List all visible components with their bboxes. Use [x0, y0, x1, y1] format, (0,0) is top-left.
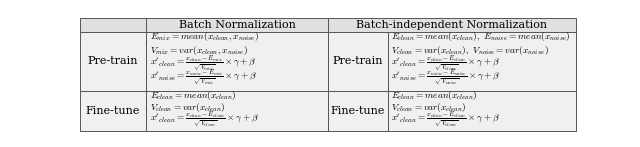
Text: Fine-tune: Fine-tune	[331, 106, 385, 116]
Text: $E_{clean} = mean(x_{clean}),\ E_{noise} = mean(x_{noise})$: $E_{clean} = mean(x_{clean}),\ E_{noise}…	[392, 30, 572, 43]
Text: $E_{clean} = mean(x_{clean})$: $E_{clean} = mean(x_{clean})$	[150, 89, 237, 102]
Text: $V_{mix} = var(x_{clean}, x_{noise})$: $V_{mix} = var(x_{clean}, x_{noise})$	[150, 44, 248, 56]
Bar	[328, 91, 388, 131]
Bar	[328, 18, 576, 32]
Bar	[388, 91, 576, 131]
Text: $E_{clean} = mean(x_{clean})$: $E_{clean} = mean(x_{clean})$	[392, 89, 478, 102]
Text: $x'_{noise} = \frac{x_{noise}-E_{mix}}{\sqrt{V_{mix}}} \times \gamma + \beta$: $x'_{noise} = \frac{x_{noise}-E_{mix}}{\…	[150, 67, 257, 88]
Text: $V_{clean} = var(x_{clean}),\ V_{noise} = var(x_{noise})$: $V_{clean} = var(x_{clean}),\ V_{noise} …	[392, 44, 549, 56]
Bar	[146, 32, 328, 91]
Text: $x'_{clean} = \frac{x_{clean}-E_{mix}}{\sqrt{V_{mix}}} \times \gamma + \beta$: $x'_{clean} = \frac{x_{clean}-E_{mix}}{\…	[150, 53, 256, 74]
Bar	[388, 32, 576, 91]
Bar	[146, 91, 328, 131]
Text: $x'_{clean} = \frac{x_{clean}-E_{clean}}{\sqrt{V_{clean}}} \times \gamma + \beta: $x'_{clean} = \frac{x_{clean}-E_{clean}}…	[392, 53, 500, 74]
Text: Fine-tune: Fine-tune	[86, 106, 140, 116]
Bar	[328, 32, 388, 91]
Bar	[80, 18, 146, 32]
Text: $E_{mix} = mean(x_{clean}, x_{noise})$: $E_{mix} = mean(x_{clean}, x_{noise})$	[150, 30, 259, 43]
Text: $x'_{clean} = \frac{x_{clean}-E_{clean}}{\sqrt{V_{clean}}} \times \gamma + \beta: $x'_{clean} = \frac{x_{clean}-E_{clean}}…	[392, 109, 500, 130]
Text: $x'_{clean} = \frac{x_{clean}-E_{clean}}{\sqrt{V_{clean}}} \times \gamma + \beta: $x'_{clean} = \frac{x_{clean}-E_{clean}}…	[150, 109, 259, 130]
Text: $V_{clean} = var(x_{clean})$: $V_{clean} = var(x_{clean})$	[150, 101, 225, 114]
Text: Pre-train: Pre-train	[88, 56, 138, 66]
Bar	[146, 18, 328, 32]
Bar	[80, 32, 146, 91]
Text: Batch-independent Normalization: Batch-independent Normalization	[356, 20, 548, 30]
Bar	[80, 91, 146, 131]
Text: $V_{clean} = var(x_{clean})$: $V_{clean} = var(x_{clean})$	[392, 101, 467, 114]
Text: $x'_{noise} = \frac{x_{noise}-E_{noise}}{\sqrt{V_{noise}}} \times \gamma + \beta: $x'_{noise} = \frac{x_{noise}-E_{noise}}…	[392, 67, 501, 88]
Text: Batch Normalization: Batch Normalization	[179, 20, 296, 30]
Text: Pre-train: Pre-train	[333, 56, 383, 66]
